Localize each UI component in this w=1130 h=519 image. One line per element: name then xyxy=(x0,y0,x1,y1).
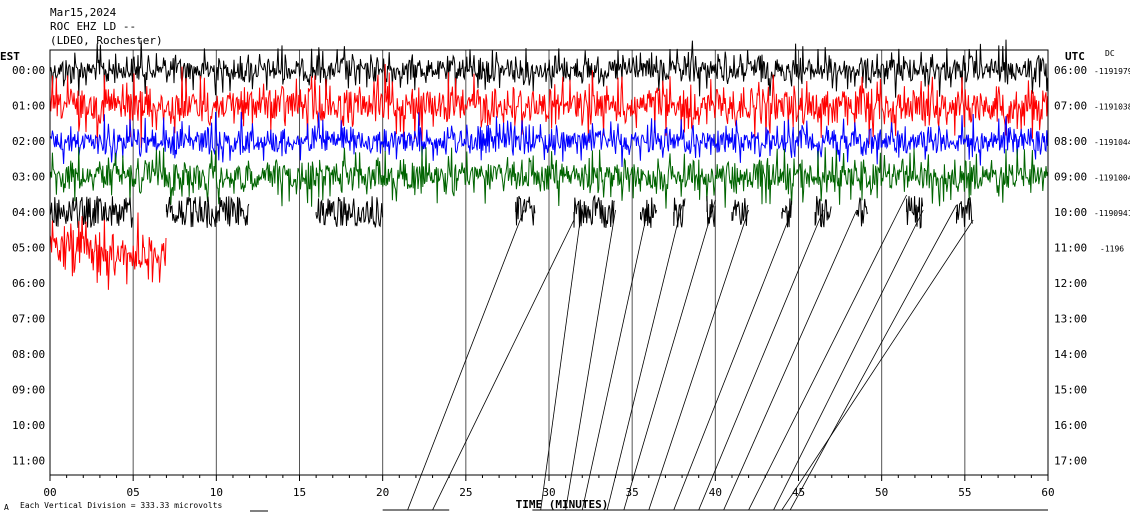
trace-row-4 xyxy=(49,146,1049,209)
event-connector-lines xyxy=(382,194,1048,511)
connector-line xyxy=(698,209,824,511)
connector-line xyxy=(773,209,924,511)
header-station: ROC EHZ LD -- xyxy=(50,20,136,33)
time-tick-label: 40 xyxy=(709,486,722,499)
est-tick-label: 07:00 xyxy=(12,313,45,326)
footer-note: Each Vertical Division = 333.33 microvol… xyxy=(20,501,222,510)
time-tick-label: 20 xyxy=(376,486,389,499)
time-tick-label: 50 xyxy=(875,486,888,499)
connector-line xyxy=(432,219,575,511)
time-tick-label: 10 xyxy=(210,486,223,499)
utc-tick-label: 17:00 xyxy=(1054,455,1087,468)
connector-line xyxy=(407,209,525,511)
trace-row-2 xyxy=(49,63,1049,148)
time-tick-label: 15 xyxy=(293,486,306,499)
connector-line xyxy=(781,219,974,511)
dc-label: DC xyxy=(1105,49,1115,58)
connector-line xyxy=(673,214,791,511)
dc-value-label: -1191979 xyxy=(1094,67,1130,76)
utc-tick-label: 12:00 xyxy=(1054,277,1087,290)
utc-tick-labels: 06:00 07:00 08:00 09:00 10:00 11:00 12:00 13:00… xyxy=(1054,64,1087,468)
est-tick-labels: 00:00 01:00 02:00 03:00 04:00 05:00 06:00 07:00… xyxy=(12,64,45,468)
utc-tick-label: 09:00 xyxy=(1054,171,1087,184)
utc-tick-label: 07:00 xyxy=(1054,100,1087,113)
est-tick-label: 06:00 xyxy=(12,277,45,290)
time-tick-label: 60 xyxy=(1041,486,1054,499)
connector-line xyxy=(565,209,616,511)
time-tick-label: 25 xyxy=(459,486,472,499)
connector-line xyxy=(540,204,583,511)
est-tick-label: 01:00 xyxy=(12,100,45,113)
est-tick-label: 10:00 xyxy=(12,419,45,432)
connector-line xyxy=(623,199,716,511)
trace-row-5 xyxy=(49,194,973,229)
utc-tick-label: 14:00 xyxy=(1054,348,1087,361)
est-tick-label: 00:00 xyxy=(12,64,45,77)
est-tick-label: 04:00 xyxy=(12,206,45,219)
trace-row-1 xyxy=(49,39,1049,98)
time-tick-labels: 00 05 10 15 20 25 30 35 40 45 50 55 60 xyxy=(43,486,1054,499)
time-tick-label: 30 xyxy=(542,486,555,499)
time-tick-label: 45 xyxy=(792,486,805,499)
est-tick-label: 08:00 xyxy=(12,348,45,361)
est-tick-label: 09:00 xyxy=(12,384,45,397)
utc-tick-label: 13:00 xyxy=(1054,313,1087,326)
utc-tick-label: 08:00 xyxy=(1054,135,1087,148)
x-axis-label: TIME (MINUTES) xyxy=(516,498,609,511)
time-tick-label: 05 xyxy=(127,486,140,499)
dc-value-label: -1191038 xyxy=(1094,103,1130,112)
connector-line xyxy=(606,204,683,511)
connector-line xyxy=(723,209,858,511)
connector-line xyxy=(648,209,749,511)
est-tick-label: 02:00 xyxy=(12,135,45,148)
time-tick-label: 35 xyxy=(626,486,639,499)
dc-value-label: -1190941 xyxy=(1094,209,1130,218)
time-tick-label: 55 xyxy=(958,486,971,499)
footer-marker: A xyxy=(4,503,9,512)
connector-line xyxy=(789,204,957,511)
trace-row-6 xyxy=(49,212,167,290)
utc-tick-label: 06:00 xyxy=(1054,64,1087,77)
dc-value-label: -1191044 xyxy=(1094,138,1130,147)
utc-tick-label: 15:00 xyxy=(1054,384,1087,397)
connector-line xyxy=(748,194,907,511)
left-axis-label: EST xyxy=(0,50,20,63)
header-location: (LDEO, Rochester) xyxy=(50,34,163,47)
plot-frame xyxy=(49,49,1049,481)
connector-line xyxy=(581,204,650,511)
header-date: Mar15,2024 xyxy=(50,6,117,19)
dc-value-label: -1196 xyxy=(1100,245,1124,254)
right-axis-label: UTC xyxy=(1065,50,1085,63)
est-tick-label: 11:00 xyxy=(12,455,45,468)
time-tick-label: 00 xyxy=(43,486,56,499)
est-tick-label: 05:00 xyxy=(12,242,45,255)
dc-value-labels: -1191979 -1191038 -1191044 -1191004 -1190941… xyxy=(1094,67,1130,254)
trace-row-3 xyxy=(49,111,1049,168)
utc-tick-label: 11:00 xyxy=(1054,242,1087,255)
utc-tick-label: 10:00 xyxy=(1054,206,1087,219)
dc-value-label: -1191004 xyxy=(1094,174,1130,183)
utc-tick-label: 16:00 xyxy=(1054,419,1087,432)
est-tick-label: 03:00 xyxy=(12,171,45,184)
